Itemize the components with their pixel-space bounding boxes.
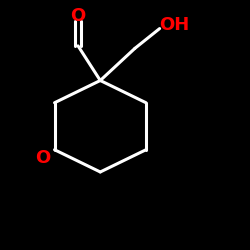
Text: OH: OH <box>159 16 190 34</box>
Text: O: O <box>70 7 86 25</box>
Text: O: O <box>35 149 51 168</box>
